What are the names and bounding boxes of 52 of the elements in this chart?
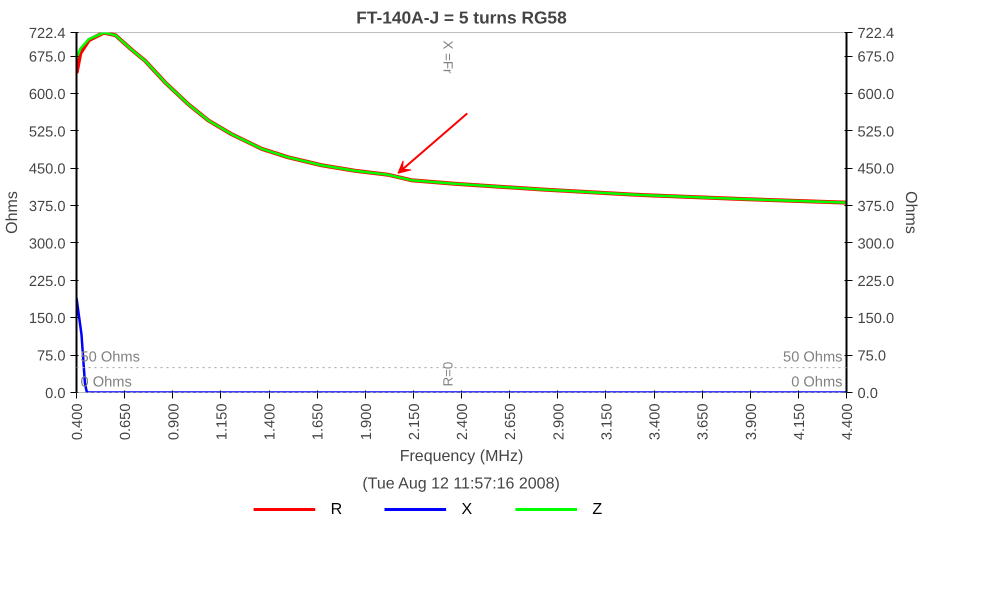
x-tick-label: 2.400 <box>455 403 471 440</box>
annotation: X =Fr <box>440 40 456 74</box>
y-tick-label: 600.0 <box>28 86 66 103</box>
x-tick-label: 4.400 <box>840 403 856 440</box>
y2-tick-label: 525.0 <box>858 124 894 140</box>
chart-title: FT-140A-J = 5 turns RG58 <box>356 8 568 28</box>
x-tick-label: 4.150 <box>792 403 808 440</box>
y2-tick-label: 0.0 <box>858 386 878 402</box>
y-axis-title: Ohms <box>4 191 21 234</box>
y-tick-label: 450.0 <box>28 162 66 178</box>
annotation: R=0 <box>440 362 456 386</box>
y2-tick-label: 600.0 <box>858 86 894 103</box>
y2-tick-label: 722.4 <box>858 26 894 42</box>
x-tick-label: 0.400 <box>70 403 86 440</box>
text: 0 Ohms <box>791 374 842 390</box>
x-tick-label: 0.650 <box>118 403 134 440</box>
text: 50 Ohms <box>783 350 843 366</box>
x-tick-label: 3.400 <box>648 403 664 440</box>
x-tick-label: 1.900 <box>358 403 375 440</box>
y-tick-label: 525.0 <box>28 124 66 140</box>
x-tick-label: 3.150 <box>599 403 616 440</box>
y-tick-label: 375.0 <box>28 199 66 216</box>
x-tick-label: 3.900 <box>744 403 760 440</box>
legend-label: Z <box>592 501 602 518</box>
legend-label: R <box>330 501 342 518</box>
x-tick-label: 3.650 <box>696 403 712 440</box>
y-tick-label: 225.0 <box>28 274 66 290</box>
y2-tick-label: 300.0 <box>858 236 894 252</box>
x-tick-label: 1.400 <box>262 403 278 440</box>
y2-tick-label: 375.0 <box>858 199 894 216</box>
y2-tick-label: 450.0 <box>858 162 894 178</box>
y-tick-label: 722.4 <box>28 26 66 42</box>
y2-tick-label: 150.0 <box>858 311 894 328</box>
y2-axis-title: Ohms <box>902 191 920 234</box>
x-tick-label: 1.650 <box>310 403 327 440</box>
y-tick-label: 300.0 <box>28 236 66 252</box>
y2-tick-label: 75.0 <box>858 348 886 365</box>
x-tick-label: 1.150 <box>214 403 230 440</box>
line-series <box>76 296 846 392</box>
text: (Tue Aug 12 11:57:16 2008) <box>362 476 560 492</box>
x-tick-label: 2.650 <box>503 403 520 440</box>
y-tick-label: 75.0 <box>36 348 66 365</box>
x-tick-label: 0.900 <box>166 403 182 440</box>
y2-tick-label: 225.0 <box>858 274 894 290</box>
y-tick-label: 675.0 <box>28 50 66 66</box>
y-tick-label: 0.0 <box>45 386 66 402</box>
y-tick-label: 150.0 <box>28 311 66 328</box>
x-tick-label: 2.900 <box>551 403 568 440</box>
legend-label: X <box>462 501 472 518</box>
x-axis-title: Frequency (MHz) <box>400 448 524 466</box>
x-tick-label: 2.150 <box>406 403 423 440</box>
y2-tick-label: 675.0 <box>858 50 894 66</box>
